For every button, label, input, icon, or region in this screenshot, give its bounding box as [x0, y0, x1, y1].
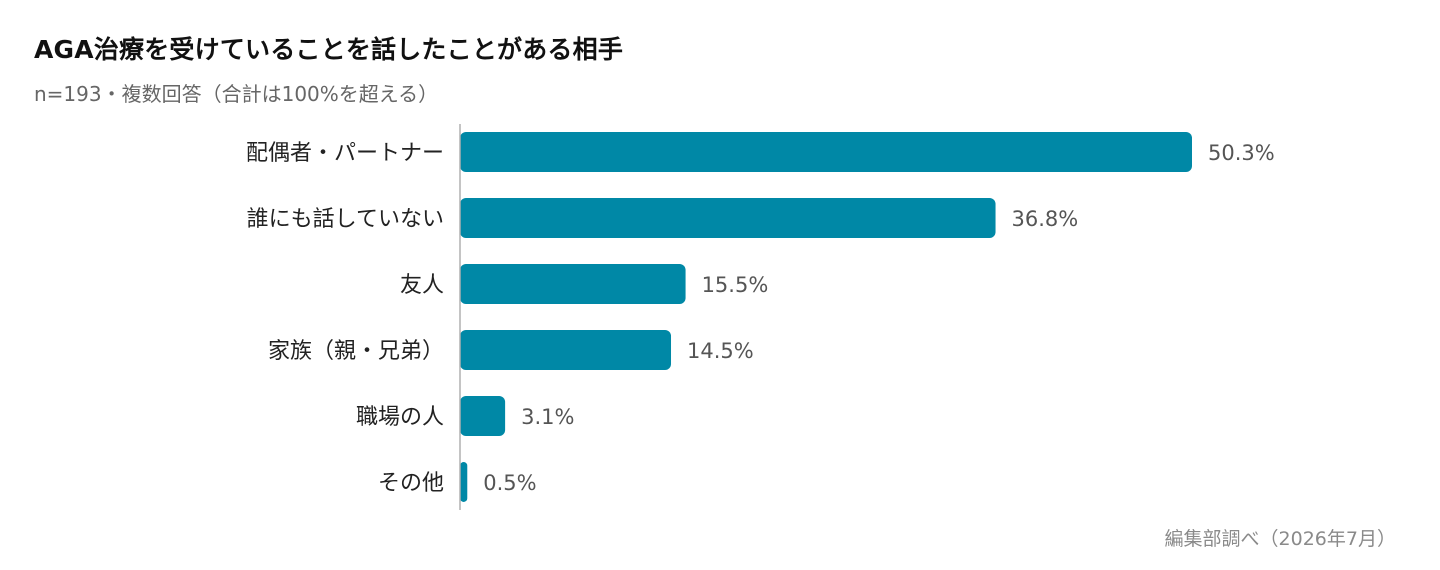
category-label: 家族（親・兄弟） — [268, 339, 444, 364]
bar — [460, 264, 686, 304]
bar — [460, 330, 672, 370]
bar-row: 家族（親・兄弟） 14.5% — [268, 330, 754, 370]
bar-row: 職場の人 3.1% — [356, 396, 574, 436]
bar — [460, 198, 996, 238]
source-note: 編集部調べ（2026年7月） — [1164, 528, 1396, 550]
bar — [460, 462, 468, 502]
bar-row: 誰にも話していない 36.8% — [247, 198, 1079, 238]
bar — [460, 132, 1192, 172]
category-label: 誰にも話していない — [247, 207, 444, 232]
bar-row: その他 0.5% — [378, 462, 537, 502]
value-label: 50.3% — [1208, 141, 1275, 165]
value-label: 0.5% — [483, 471, 536, 495]
category-label: その他 — [378, 471, 444, 496]
bar-row: 友人 15.5% — [400, 264, 768, 304]
value-label: 15.5% — [702, 273, 769, 297]
value-label: 36.8% — [1012, 207, 1079, 231]
value-label: 3.1% — [521, 405, 574, 429]
bar-row: 配偶者・パートナー 50.3% — [246, 132, 1275, 172]
bar — [460, 396, 506, 436]
category-label: 職場の人 — [356, 405, 444, 430]
category-label: 配偶者・パートナー — [246, 141, 444, 166]
category-label: 友人 — [400, 273, 444, 298]
value-label: 14.5% — [687, 339, 754, 363]
bars-layer: 配偶者・パートナー 50.3% 誰にも話していない 36.8% 友人 15.5% 家族（親・… — [246, 132, 1275, 502]
chart-title: AGA治療を受けていることを話したことがある相手 — [34, 35, 624, 64]
chart-subtitle: n=193・複数回答（合計は100%を超える） — [34, 82, 439, 106]
